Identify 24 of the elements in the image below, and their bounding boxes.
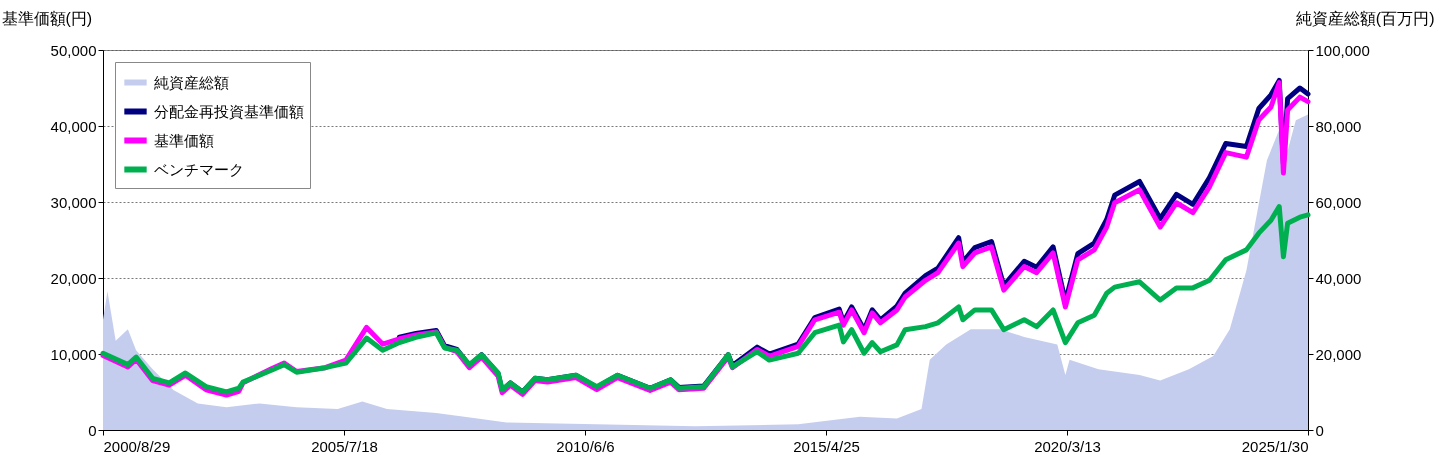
- y-tick-label: 40,000: [50, 117, 97, 135]
- y2-tick-label: 20,000: [1315, 345, 1362, 363]
- x-tick-label: 2005/7/18: [311, 437, 378, 455]
- y-tick-label: 50,000: [50, 41, 97, 59]
- y-tick-label: 30,000: [50, 193, 97, 211]
- y2-axis-title: 純資産総額(百万円): [1295, 9, 1435, 27]
- x-tick-label: 2000/8/29: [103, 437, 171, 455]
- x-tick-label: 2020/3/13: [1034, 437, 1101, 455]
- y-tick-label: 20,000: [50, 269, 97, 287]
- y2-tick-label: 0: [1315, 421, 1324, 439]
- x-tick-label: 2010/6/6: [556, 437, 615, 455]
- x-tick-label: 2015/4/25: [793, 437, 860, 455]
- y2-tick-label: 100,000: [1315, 41, 1370, 59]
- legend-label: ベンチマーク: [154, 160, 244, 178]
- y-tick-label: 0: [88, 421, 97, 439]
- x-tick-label: 2025/1/30: [1241, 437, 1309, 455]
- legend-label: 純資産総額: [154, 73, 229, 91]
- legend-label: 分配金再投資基準価額: [154, 102, 304, 120]
- y2-tick-label: 60,000: [1315, 193, 1362, 211]
- y-tick-label: 10,000: [50, 345, 97, 363]
- y2-tick-label: 40,000: [1315, 269, 1362, 287]
- y-axis-title: 基準価額(円): [1, 9, 93, 27]
- legend-label: 基準価額: [154, 131, 214, 149]
- y2-tick-label: 80,000: [1315, 117, 1362, 135]
